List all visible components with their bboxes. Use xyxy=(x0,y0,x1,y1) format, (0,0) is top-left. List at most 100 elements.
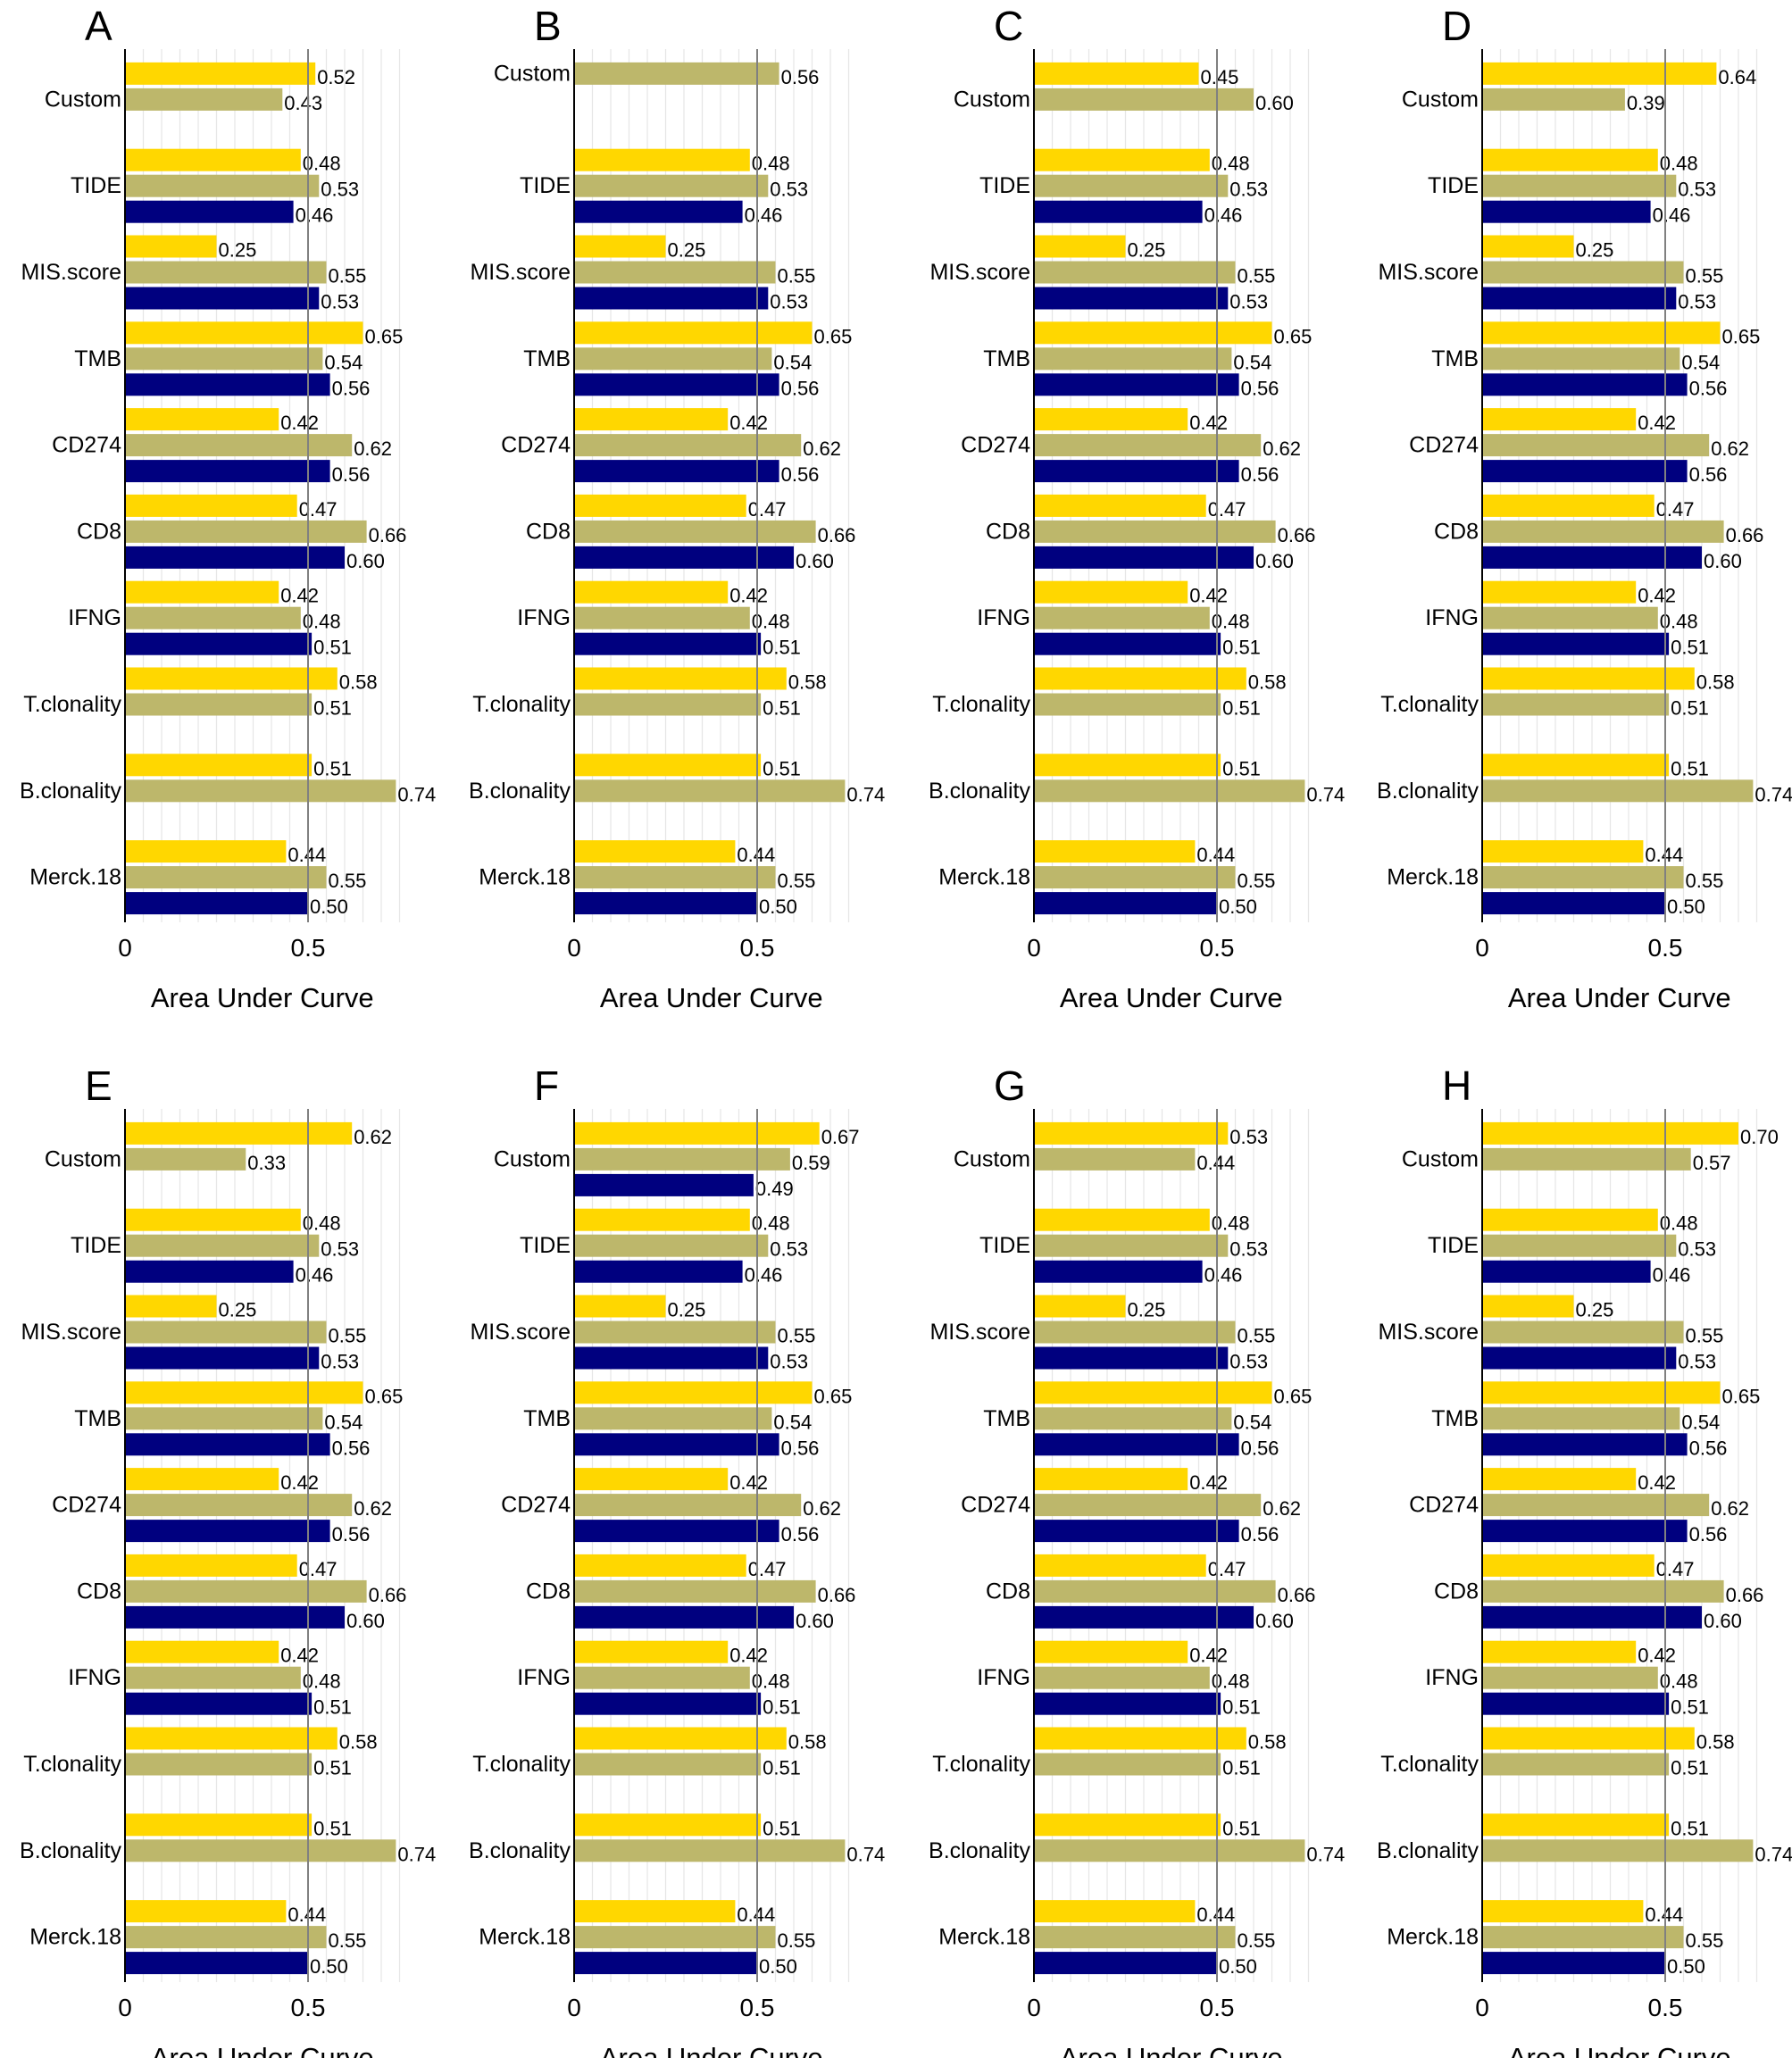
data-label: 0.46 xyxy=(745,1264,783,1287)
bar-t-clonality-series-1 xyxy=(574,667,787,690)
data-label: 0.55 xyxy=(329,870,367,892)
data-label: 0.74 xyxy=(846,783,885,805)
bar-ifng-series-2 xyxy=(1034,1666,1210,1689)
bar-tmb-series-3 xyxy=(574,373,779,396)
bar-tmb-series-3 xyxy=(1482,1433,1688,1456)
bar-merck-18-series-2 xyxy=(1034,1926,1236,1949)
bar-cd274-series-3 xyxy=(125,1520,330,1543)
bar-mis-score-series-2 xyxy=(1034,1321,1236,1344)
data-label: 0.58 xyxy=(339,671,378,694)
data-label: 0.66 xyxy=(1726,1584,1764,1606)
bar-tmb-series-2 xyxy=(1482,347,1680,371)
data-label: 0.55 xyxy=(329,1929,367,1952)
data-label: 0.55 xyxy=(329,1325,367,1347)
bar-b-clonality-series-2 xyxy=(125,779,396,803)
category-label: IFNG xyxy=(68,605,121,630)
data-label: 0.55 xyxy=(1686,1929,1724,1952)
bar-t-clonality-series-2 xyxy=(125,693,313,716)
bar-tide-series-1 xyxy=(125,148,301,171)
bar-merck-18-series-1 xyxy=(125,1900,287,1923)
category-label: CD274 xyxy=(1409,433,1479,458)
data-label: 0.51 xyxy=(1222,1817,1261,1839)
bar-cd274-series-3 xyxy=(574,460,779,483)
data-label: 0.51 xyxy=(313,757,352,779)
data-label: 0.56 xyxy=(781,1437,820,1459)
x-tick-label: 0.5 xyxy=(291,934,326,962)
bar-cd8-series-2 xyxy=(1482,1579,1724,1603)
bar-merck-18-series-2 xyxy=(1482,1926,1684,1949)
bar-cd274-series-1 xyxy=(1482,408,1637,431)
bar-cd274-series-2 xyxy=(1034,1494,1262,1517)
bar-custom-series-2 xyxy=(125,87,283,111)
data-label: 0.62 xyxy=(803,1497,841,1520)
bar-ifng-series-2 xyxy=(125,1666,301,1689)
x-tick-label: 0 xyxy=(118,1994,132,2021)
bar-tide-series-2 xyxy=(1482,174,1677,197)
bar-cd274-series-2 xyxy=(1482,434,1710,457)
bar-t-clonality-series-2 xyxy=(574,693,762,716)
category-label: Merck.18 xyxy=(29,1925,121,1950)
category-label: T.clonality xyxy=(23,692,121,717)
data-label: 0.50 xyxy=(1219,896,1257,918)
panel-g: G0.530.44Custom0.480.530.46TIDE0.250.550… xyxy=(929,1062,1345,2058)
category-label: B.clonality xyxy=(469,1838,571,1863)
bar-b-clonality-series-2 xyxy=(1482,779,1754,803)
bar-tmb-series-3 xyxy=(574,1433,779,1456)
bar-cd274-series-3 xyxy=(574,1520,779,1543)
bar-merck-18-series-3 xyxy=(574,1952,757,1975)
category-label: Custom xyxy=(1402,87,1479,112)
data-label: 0.42 xyxy=(1638,412,1676,434)
data-label: 0.47 xyxy=(748,1558,787,1580)
category-label: B.clonality xyxy=(929,1838,1030,1863)
data-label: 0.66 xyxy=(369,1584,407,1606)
data-label: 0.54 xyxy=(1233,1411,1271,1433)
data-label: 0.55 xyxy=(329,265,367,287)
category-label: TIDE xyxy=(71,1233,121,1258)
category-label: IFNG xyxy=(517,1665,571,1690)
data-label: 0.53 xyxy=(770,179,808,201)
category-label: TIDE xyxy=(979,1233,1030,1258)
data-label: 0.50 xyxy=(759,896,797,918)
bar-ifng-series-2 xyxy=(125,606,301,629)
data-label: 0.46 xyxy=(1653,1264,1691,1287)
data-label: 0.62 xyxy=(354,1126,392,1148)
x-tick-label: 0 xyxy=(1475,1994,1489,2021)
bar-custom-series-1 xyxy=(574,1121,820,1145)
category-label: T.clonality xyxy=(472,1752,571,1777)
category-label: B.clonality xyxy=(929,779,1030,804)
bar-merck-18-series-3 xyxy=(1482,892,1665,915)
bar-tide-series-2 xyxy=(125,1234,320,1257)
x-axis-title: Area Under Curve xyxy=(151,2042,374,2058)
bar-t-clonality-series-2 xyxy=(1482,693,1670,716)
data-label: 0.47 xyxy=(299,498,338,521)
data-label: 0.53 xyxy=(770,1351,808,1373)
data-label: 0.66 xyxy=(818,524,856,546)
data-label: 0.74 xyxy=(397,783,436,805)
category-label: B.clonality xyxy=(20,1838,121,1863)
bar-cd274-series-1 xyxy=(1482,1468,1637,1491)
category-label: CD8 xyxy=(1434,1579,1479,1604)
data-label: 0.44 xyxy=(1196,844,1235,866)
category-label: CD8 xyxy=(986,1579,1030,1604)
category-label: CD274 xyxy=(1409,1493,1479,1518)
bar-b-clonality-series-1 xyxy=(125,754,313,777)
data-label: 0.42 xyxy=(729,412,768,434)
data-label: 0.47 xyxy=(1208,498,1246,521)
data-label: 0.51 xyxy=(763,697,801,720)
data-label: 0.42 xyxy=(280,585,319,607)
bar-b-clonality-series-1 xyxy=(1034,1813,1221,1837)
data-label: 0.56 xyxy=(1689,1523,1728,1546)
data-label: 0.51 xyxy=(313,697,352,720)
data-label: 0.47 xyxy=(299,1558,338,1580)
x-axis-title: Area Under Curve xyxy=(600,982,823,1013)
data-label: 0.53 xyxy=(321,291,359,313)
bar-custom-series-1 xyxy=(1034,62,1199,85)
bar-cd8-series-2 xyxy=(1034,520,1276,543)
bar-cd274-series-3 xyxy=(1482,460,1688,483)
bar-merck-18-series-3 xyxy=(1034,892,1217,915)
bar-ifng-series-2 xyxy=(1482,1666,1658,1689)
data-label: 0.50 xyxy=(759,1955,797,1978)
bar-tmb-series-1 xyxy=(1482,1381,1721,1404)
data-label: 0.51 xyxy=(1671,757,1709,779)
